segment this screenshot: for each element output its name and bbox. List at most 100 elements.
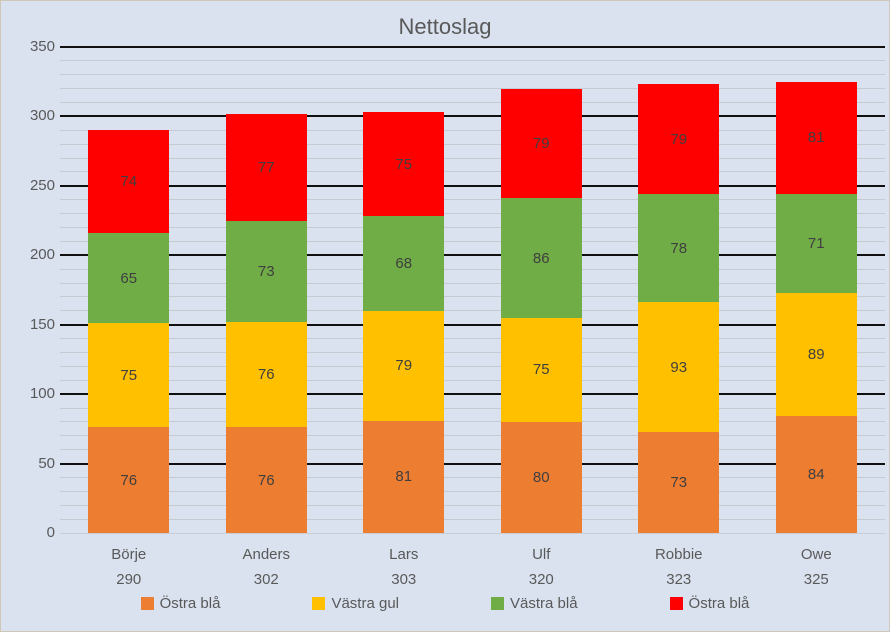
y-axis-tick-label: 200 [29,246,55,264]
bar-segment[interactable]: 73 [225,220,307,322]
bar-segment[interactable]: 75 [88,323,170,428]
y-axis-tick-label: 300 [29,107,55,125]
bar-value-label: 79 [395,357,413,375]
category-total-label: 320 [528,571,554,588]
bar-value-label: 76 [257,471,275,489]
legend-swatch-icon [140,597,154,610]
y-axis-tick-label: 350 [29,38,55,55]
legend-item[interactable]: Västra gul [312,595,399,612]
minor-gridline [60,227,885,228]
bar-value-label: 78 [670,239,688,257]
minor-gridline [60,296,885,298]
major-gridline [60,46,885,48]
bar-segment[interactable]: 75 [500,317,582,422]
legend-swatch-icon [312,597,326,610]
bar-value-label: 81 [395,468,413,486]
bar-segment[interactable]: 74 [88,130,170,234]
category-total-label: 323 [666,571,692,588]
y-axis-tick-label: 150 [29,315,55,333]
bar-value-label: 89 [807,346,825,364]
bar-segment[interactable]: 77 [225,113,307,221]
minor-gridline [60,240,885,242]
minor-gridline [60,407,885,409]
major-gridline [60,254,885,257]
minor-gridline [60,379,885,381]
bar-segment[interactable]: 84 [775,416,857,533]
legend-label: Västra gul [331,595,399,612]
bar-value-label: 73 [257,262,275,280]
category-total-label: 290 [116,571,142,588]
major-gridline [60,115,885,118]
bar-segment[interactable]: 79 [500,88,582,199]
major-gridline [60,393,885,396]
minor-gridline [60,338,885,340]
minor-gridline [60,282,885,284]
legend-swatch-icon [669,597,683,610]
major-gridline [60,462,885,465]
bar-value-label: 84 [807,466,825,484]
bar-value-label: 79 [670,130,688,148]
y-axis-tick-label: 100 [29,385,55,403]
bar-value-label: 76 [120,471,138,489]
bar-value-label: 93 [670,358,688,376]
category-label: Anders [242,546,291,563]
y-axis-tick-label: 250 [29,176,55,194]
x-axis-line [60,532,885,534]
legend-item[interactable]: Östra blå [140,595,221,612]
bar-value-label: 74 [120,173,138,191]
bar-segment[interactable]: 76 [225,427,307,533]
major-gridline [60,323,885,326]
bar-value-label: 76 [257,366,275,384]
chart-title: Nettoslag [398,14,492,39]
major-gridline [60,184,885,187]
bar-segment[interactable]: 80 [500,421,582,533]
bar-segment[interactable]: 78 [638,194,720,303]
bar-value-label: 75 [120,366,138,384]
bar-segment[interactable]: 73 [638,431,720,533]
minor-gridline [60,490,885,492]
legend-item[interactable]: Västra blå [491,595,578,612]
category-label: Börje [111,546,147,563]
minor-gridline [60,268,885,270]
bar-segment[interactable]: 79 [363,310,445,421]
bar-value-label: 65 [120,269,138,287]
bar-value-label: 73 [670,473,688,491]
legend-label: Västra blå [510,595,578,612]
minor-gridline [60,143,885,145]
minor-gridline [60,213,885,215]
bar-segment[interactable]: 93 [638,302,720,432]
minor-gridline [60,476,885,478]
bar-segment[interactable]: 81 [363,420,445,533]
bar-value-label: 79 [532,135,550,152]
bar-segment[interactable]: 68 [363,216,445,311]
bar-segment[interactable]: 71 [775,194,857,293]
bar-segment[interactable]: 65 [88,233,170,324]
minor-gridline [60,435,885,437]
bar-segment[interactable]: 89 [775,292,857,417]
bar-value-label: 75 [395,155,413,173]
category-label: Lars [389,546,419,563]
minor-gridline [60,171,885,173]
bar-segment[interactable]: 86 [500,198,582,318]
legend-swatch-icon [491,597,504,610]
bar-segment[interactable]: 79 [638,84,720,195]
bar-segment[interactable]: 75 [363,112,445,217]
category-total-label: 302 [253,571,279,588]
category-label: Owe [800,546,832,563]
legend-item[interactable]: Östra blå [669,595,750,612]
bar-value-label: 86 [532,249,550,267]
minor-gridline [60,504,885,506]
category-total-label: 325 [803,571,829,588]
minor-gridline [60,421,885,423]
bar-segment[interactable]: 76 [225,321,307,428]
minor-gridline [60,310,885,312]
bar-value-label: 68 [395,255,413,273]
minor-gridline [60,449,885,451]
minor-gridline [60,60,885,62]
legend-label: Östra blå [159,595,221,612]
legend-label: Östra blå [688,595,750,612]
minor-gridline [60,365,885,367]
bar-segment[interactable]: 76 [88,427,170,533]
bar-segment[interactable]: 81 [775,81,857,195]
